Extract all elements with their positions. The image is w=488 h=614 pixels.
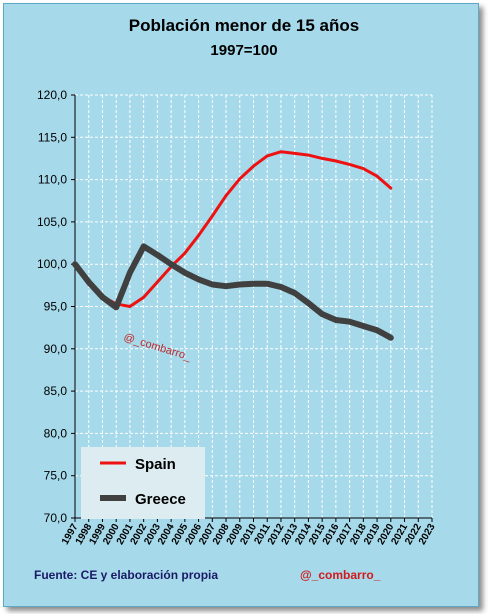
y-tick-label: 115,0 (38, 130, 67, 144)
legend: Spain Greece (81, 447, 205, 519)
y-tick-label: 85,0 (44, 384, 68, 398)
series-line-spain (73, 150, 393, 308)
y-tick-label: 80,0 (44, 426, 68, 440)
y-tick-label: 90,0 (44, 342, 68, 356)
source-note: Fuente: CE y elaboración propia (34, 568, 218, 582)
plot-area (72, 150, 394, 341)
credit-label: @_combarro_ (300, 568, 381, 582)
y-tick-label: 70,0 (44, 511, 68, 525)
y-tick-label: 110,0 (38, 173, 67, 187)
x-axis: 1997199819992000200120022003200420052006… (60, 517, 438, 547)
chart-subtitle: 1997=100 (210, 42, 277, 59)
y-tick-label: 105,0 (37, 215, 67, 229)
chart-title: Población menor de 15 años (129, 16, 360, 35)
y-tick-label: 75,0 (44, 469, 68, 483)
y-axis: 70,0 75,0 80,0 85,0 90,0 95,0 100,0 105,0 110,0 1… (37, 88, 76, 525)
series-line-greece (72, 243, 394, 341)
y-tick-label: 95,0 (44, 300, 68, 314)
y-tick-label: 100,0 (37, 257, 67, 271)
legend-label-spain: Spain (135, 456, 176, 473)
legend-label-greece: Greece (135, 491, 186, 508)
legend-box (81, 447, 205, 519)
y-tick-label: 120,0 (37, 88, 67, 102)
